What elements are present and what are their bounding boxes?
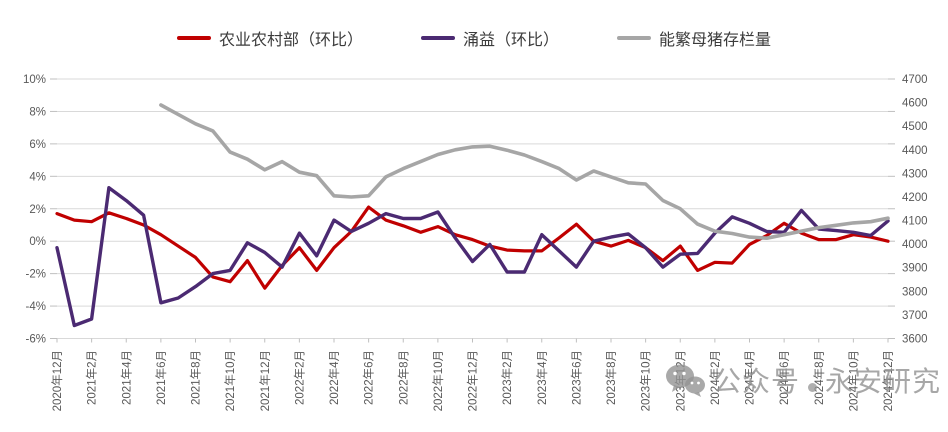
legend-swatch-red: [176, 36, 211, 40]
x-axis-label: 2023年10月: [639, 350, 653, 411]
right-axis-label: 4200: [902, 192, 928, 204]
legend: 农业农村部（环比） 涌益（环比） 能繁母猪存栏量: [0, 26, 948, 50]
x-axis-label: 2023年2月: [500, 350, 514, 405]
watermark-logo-icon: [808, 382, 818, 392]
x-axis-label: 2024年2月: [708, 350, 722, 405]
legend-swatch-purple: [420, 36, 455, 40]
x-axis-label: 2023年4月: [535, 350, 549, 405]
left-axis-label: 0%: [29, 236, 46, 248]
right-axis-label: 3600: [902, 334, 928, 346]
right-axis-label: 4700: [902, 74, 928, 86]
x-axis-label: 2022年2月: [292, 350, 306, 405]
legend-item-moa: 农业农村部（环比）: [176, 26, 363, 50]
right-axis-label: 4000: [902, 239, 928, 251]
x-axis-label: 2020年12月: [50, 350, 64, 411]
x-axis-label: 2021年10月: [223, 350, 237, 411]
legend-item-yongyi: 涌益（环比）: [420, 26, 559, 50]
right-axis-label: 4100: [902, 216, 928, 228]
left-axis-label: 8%: [29, 106, 46, 118]
x-axis-label: 2021年2月: [85, 350, 99, 405]
legend-label-sow-stock: 能繁母猪存栏量: [659, 32, 772, 49]
right-axis-label: 4500: [902, 121, 928, 133]
x-axis-label: 2021年4月: [119, 350, 133, 405]
legend-label-moa: 农业农村部（环比）: [218, 32, 363, 49]
right-axis-label: 4600: [902, 98, 928, 110]
legend-item-sow-stock: 能繁母猪存栏量: [617, 26, 771, 50]
right-axis-label: 3900: [902, 263, 928, 275]
left-axis-label: 4%: [29, 171, 46, 183]
series-line-moa: [55, 205, 890, 290]
x-axis-label: 2024年6月: [777, 350, 791, 405]
x-axis-label: 2022年10月: [431, 350, 445, 411]
series-line-yongyi: [55, 186, 890, 328]
left-axis-label: 10%: [23, 74, 46, 86]
right-axis-label: 4400: [902, 145, 928, 157]
legend-label-yongyi: 涌益（环比）: [462, 32, 559, 49]
left-axis-label: -6%: [26, 334, 46, 346]
series-line-sow-stock: [159, 103, 890, 240]
wechat-icon: [666, 364, 705, 397]
left-axis-label: -4%: [26, 301, 46, 313]
right-axis-label: 4300: [902, 168, 928, 180]
x-axis-label: 2022年6月: [362, 350, 376, 405]
watermark-prefix: 公众号: [713, 366, 801, 397]
x-axis-label: 2022年8月: [396, 350, 410, 405]
left-axis-label: 6%: [29, 139, 46, 151]
x-axis-label: 2024年4月: [743, 350, 757, 405]
x-axis-label: 2022年12月: [466, 350, 480, 411]
right-axis-label: 3800: [902, 286, 928, 298]
x-axis-label: 2024年10月: [846, 350, 860, 411]
x-axis-label: 2021年8月: [189, 350, 203, 405]
x-axis-label: 2024年8月: [812, 350, 826, 405]
right-axis-label: 3700: [902, 310, 928, 322]
x-axis-label: 2022年4月: [327, 350, 341, 405]
watermark-suffix: 永安研究: [825, 366, 942, 397]
left-axis-label: 2%: [29, 204, 46, 216]
legend-swatch-gray: [617, 36, 651, 40]
watermark: 公众号 永安研究: [664, 360, 941, 400]
left-axis-label: -2%: [26, 269, 46, 281]
x-axis-label: 2024年12月: [881, 350, 895, 411]
x-axis-label: 2021年6月: [154, 350, 168, 405]
x-axis-label: 2021年12月: [258, 350, 272, 411]
x-axis-label: 2023年8月: [604, 350, 618, 405]
x-axis-label: 2023年6月: [569, 350, 583, 405]
